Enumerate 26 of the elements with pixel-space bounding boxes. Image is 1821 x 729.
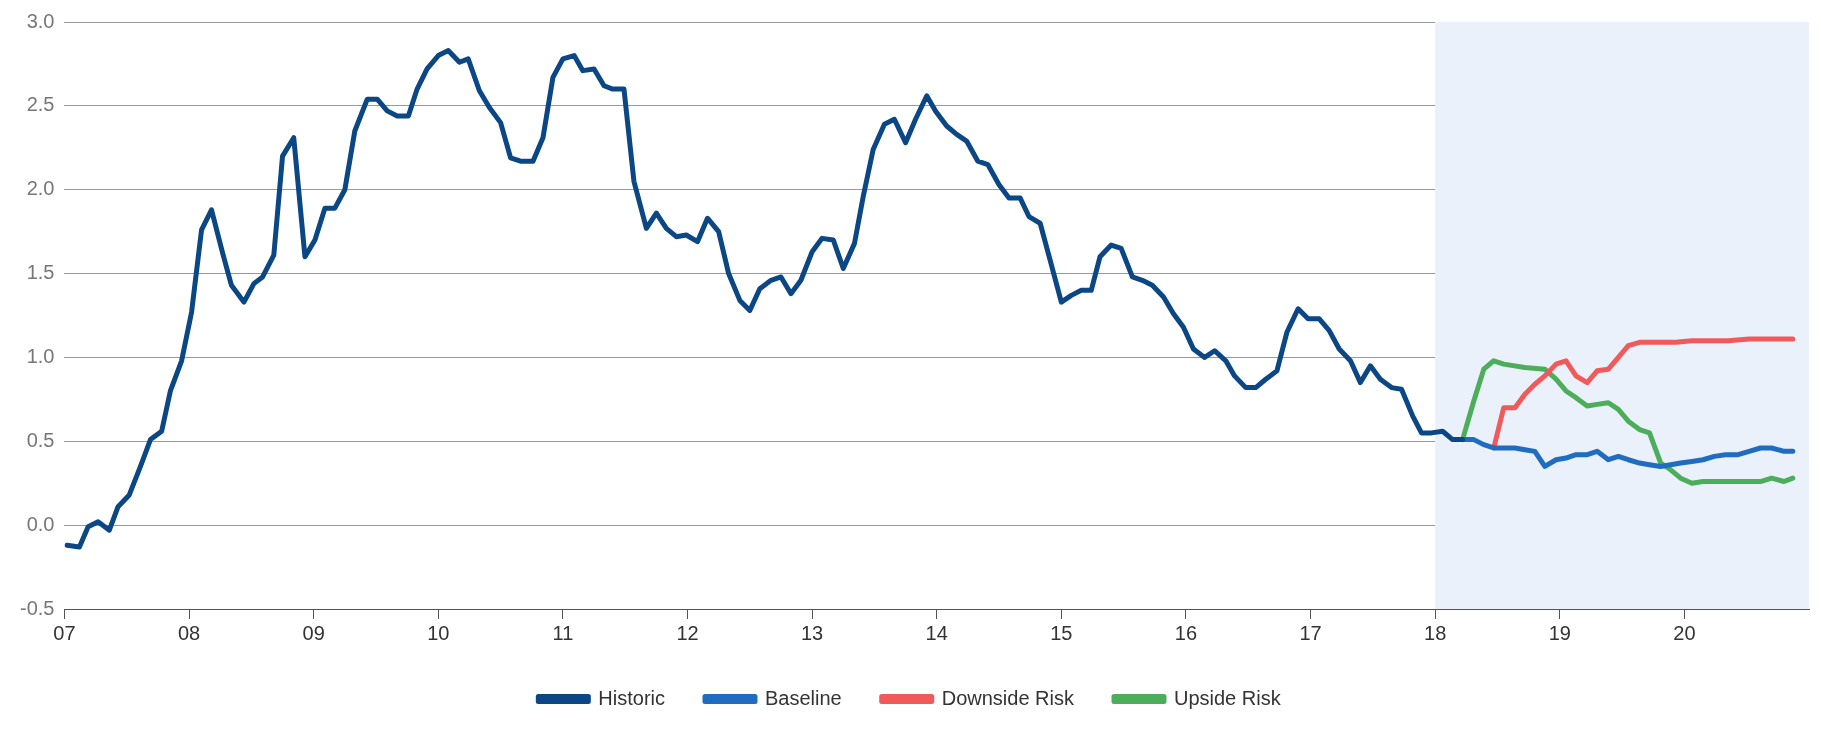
x-tick-label: 16 bbox=[1174, 621, 1198, 644]
x-tick-label: 08 bbox=[177, 621, 201, 644]
x-tick-label: 20 bbox=[1673, 621, 1696, 644]
y-tick-label: 2.0 bbox=[26, 177, 55, 200]
x-tick-label: 07 bbox=[53, 621, 76, 644]
x-tick-label: 17 bbox=[1299, 621, 1322, 644]
y-tick-label: 1.0 bbox=[26, 344, 55, 367]
x-tick-label: 13 bbox=[801, 621, 824, 644]
x-tick-label: 11 bbox=[552, 621, 574, 644]
legend-label: Historic bbox=[598, 686, 665, 709]
x-tick-label: 10 bbox=[427, 621, 450, 644]
x-tick-label: 12 bbox=[676, 621, 699, 644]
y-tick-label: -0.5 bbox=[19, 596, 55, 619]
legend-label: Downside Risk bbox=[941, 686, 1075, 709]
x-tick-label: 14 bbox=[925, 621, 948, 644]
legend-label: Baseline bbox=[764, 686, 842, 709]
legend-label: Upside Risk bbox=[1173, 686, 1282, 709]
y-tick-label: 0.0 bbox=[26, 512, 55, 535]
y-tick-label: 1.5 bbox=[26, 261, 55, 284]
y-tick-label: 3.0 bbox=[26, 9, 55, 32]
x-tick-label: 18 bbox=[1424, 621, 1447, 644]
y-tick-label: 2.5 bbox=[26, 93, 55, 116]
x-tick-label: 15 bbox=[1050, 621, 1073, 644]
x-tick-label: 09 bbox=[302, 621, 325, 644]
x-tick-label: 19 bbox=[1548, 621, 1571, 644]
y-tick-label: 0.5 bbox=[26, 428, 55, 451]
